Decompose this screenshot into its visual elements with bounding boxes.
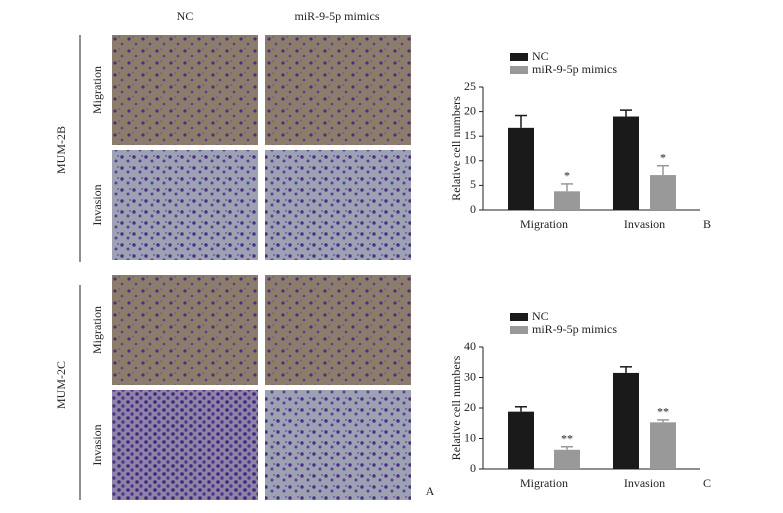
- legend-label: NC: [532, 49, 549, 63]
- cell-line-label: MUM-2C: [54, 361, 68, 409]
- panel-label: B: [703, 217, 711, 231]
- column-header: miR-9-5p mimics: [295, 9, 380, 23]
- bar: [554, 191, 580, 210]
- x-tick-label: Invasion: [624, 476, 665, 490]
- legend-swatch: [510, 326, 528, 334]
- cell-line-label: MUM-2B: [54, 126, 68, 174]
- row-label: Invasion: [90, 424, 104, 465]
- bar: [554, 449, 580, 469]
- significance: **: [657, 405, 669, 419]
- bar: [508, 411, 534, 469]
- micrograph: [112, 275, 258, 385]
- x-tick-label: Migration: [520, 476, 568, 490]
- y-tick-label: 20: [464, 103, 476, 117]
- y-axis-label: Relative cell numbers: [449, 355, 463, 460]
- y-axis-label: Relative cell numbers: [449, 96, 463, 201]
- y-tick-label: 40: [464, 339, 476, 353]
- x-tick-label: Migration: [520, 217, 568, 231]
- row-label: Invasion: [90, 184, 104, 225]
- significance: *: [564, 169, 570, 183]
- row-label: Migration: [90, 306, 104, 354]
- y-tick-label: 30: [464, 369, 476, 383]
- legend-label: miR-9-5p mimics: [532, 322, 617, 336]
- bar: [613, 116, 639, 210]
- legend-label: NC: [532, 309, 549, 323]
- micrograph: [112, 150, 258, 260]
- y-tick-label: 10: [464, 430, 476, 444]
- micrograph: [265, 390, 411, 500]
- y-tick-label: 10: [464, 153, 476, 167]
- bar: [650, 422, 676, 469]
- micrograph: [112, 35, 258, 145]
- micrograph: [265, 35, 411, 145]
- y-tick-label: 15: [464, 128, 476, 142]
- micrograph: [265, 150, 411, 260]
- micrograph: [265, 275, 411, 385]
- y-tick-label: 20: [464, 400, 476, 414]
- micrographs: [79, 35, 411, 500]
- y-tick-label: 0: [470, 461, 476, 475]
- legend-label: miR-9-5p mimics: [532, 62, 617, 76]
- y-tick-label: 25: [464, 79, 476, 93]
- legend-swatch: [510, 53, 528, 61]
- row-label: Migration: [90, 66, 104, 114]
- panel-label: C: [703, 476, 711, 490]
- bar: [613, 372, 639, 469]
- column-header: NC: [177, 9, 194, 23]
- bar: [508, 127, 534, 210]
- x-tick-label: Invasion: [624, 217, 665, 231]
- significance: *: [660, 150, 666, 164]
- panel-label: A: [426, 484, 435, 498]
- significance: **: [561, 431, 573, 445]
- micrograph: [112, 390, 258, 500]
- y-tick-label: 5: [470, 177, 476, 191]
- legend-swatch: [510, 66, 528, 74]
- bar: [650, 175, 676, 210]
- y-tick-label: 0: [470, 202, 476, 216]
- legend-swatch: [510, 313, 528, 321]
